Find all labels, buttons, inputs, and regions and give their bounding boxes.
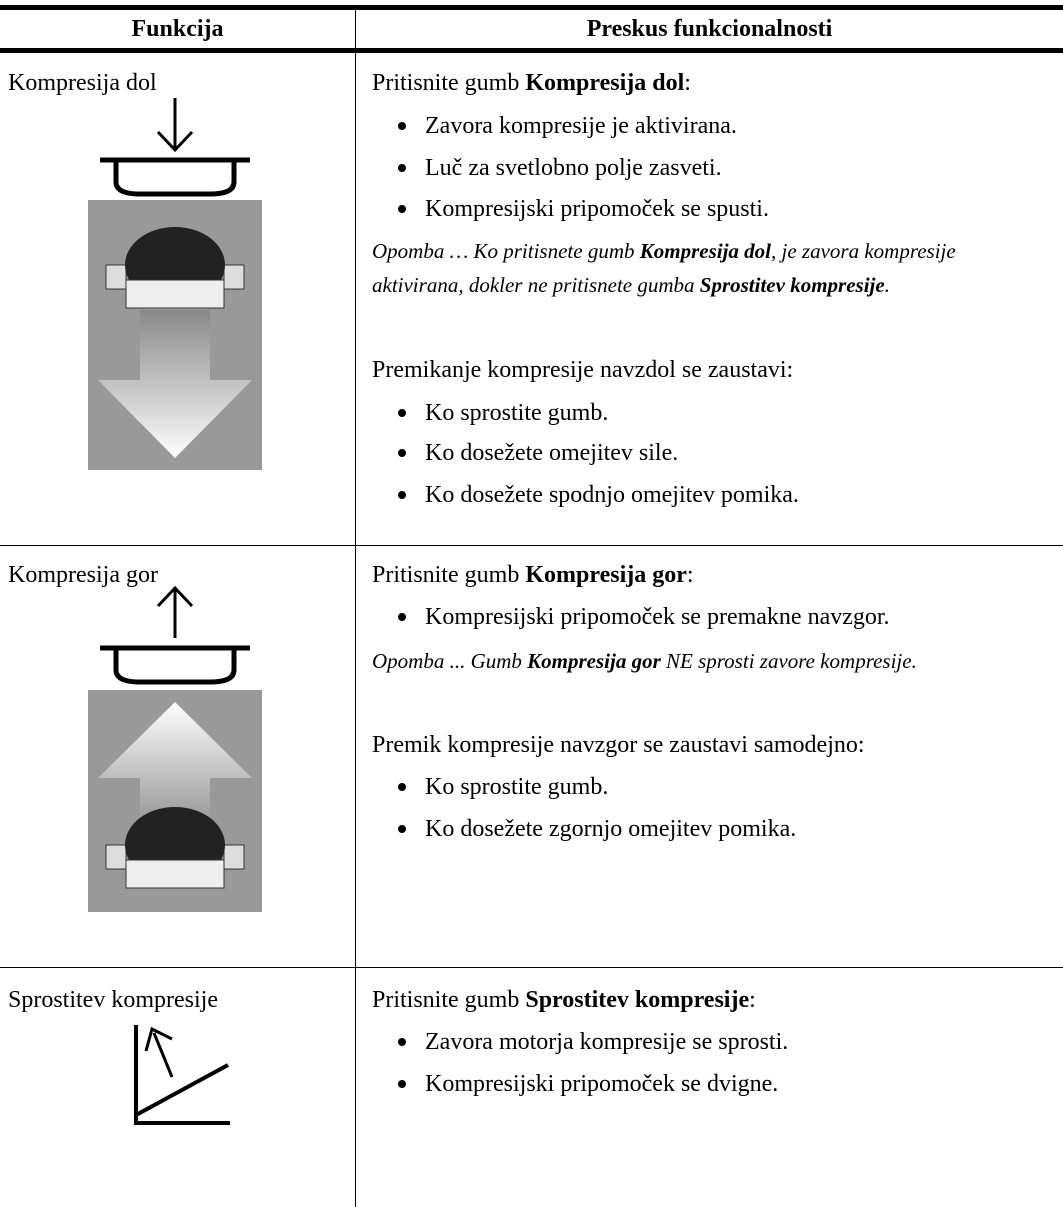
bullet — [398, 1038, 406, 1046]
text-segment: , je zavora kompresije aktivirana, dokle… — [372, 239, 956, 297]
text-segment: . — [884, 273, 890, 297]
function-name: Sprostitev kompresije — [8, 987, 218, 1013]
function-name: Kompresija gor — [8, 562, 158, 588]
icon — [134, 1025, 230, 1125]
bullet-text: Zavora motorja kompresije se sprosti. — [425, 1029, 789, 1055]
bullet-text: Zavora kompresije je aktivirana. — [425, 113, 737, 139]
stop-text: Premikanje kompresije navzdol se zaustav… — [372, 357, 794, 383]
bullet-text: Ko dosežete zgornjo omejitev pomika. — [425, 816, 797, 842]
note: Opomba ... Gumb Kompresija gor NE sprost… — [372, 644, 1052, 678]
bullet — [398, 783, 406, 791]
bullet — [398, 164, 406, 172]
bullet-text: Ko sprostite gumb. — [425, 774, 609, 800]
text-segment: Pritisnite gumb — [372, 562, 526, 588]
bullet-text: Ko sprostite gumb. — [425, 400, 609, 426]
text-segment: Opomba … Ko pritisnete gumb — [372, 239, 640, 263]
instruction: Pritisnite gumb Kompresija gor: — [372, 560, 694, 590]
bullet — [398, 449, 406, 457]
header-cell: Funkcija — [131, 16, 224, 42]
bullet — [398, 825, 406, 833]
bullet-text: Kompresijski pripomoček se spusti. — [425, 196, 769, 222]
top-rule — [0, 5, 1063, 10]
text-segment: : — [684, 70, 691, 96]
bullet — [398, 122, 406, 130]
text-segment: Kompresija dol — [639, 239, 772, 263]
note: Opomba … Ko pritisnete gumb Kompresija d… — [372, 234, 1052, 302]
text-segment: Kompresija gor — [525, 562, 687, 588]
bullet — [398, 205, 406, 213]
icon — [88, 98, 262, 470]
bullet-text: Kompresijski pripomoček se dvigne. — [425, 1071, 779, 1097]
text-segment: Sprostitev kompresije — [525, 987, 750, 1013]
icon — [88, 585, 262, 912]
instruction: Pritisnite gumb Sprostitev kompresije: — [372, 985, 756, 1015]
bullet — [398, 409, 406, 417]
text-segment: Pritisnite gumb — [372, 987, 526, 1013]
header-cell: Preskus funkcionalnosti — [586, 16, 833, 42]
text-segment: : — [749, 987, 756, 1013]
text-segment: Pritisnite gumb — [372, 70, 526, 96]
bullet-text: Ko dosežete omejitev sile. — [425, 440, 679, 466]
stop-text: Premik kompresije navzgor se zaustavi sa… — [372, 732, 865, 758]
text-segment: Sprostitev kompresije — [699, 273, 885, 297]
bullet-text: Kompresijski pripomoček se premakne navz… — [425, 604, 890, 630]
text-segment: Opomba ... Gumb — [372, 649, 528, 673]
text-segment: NE sprosti zavore kompresije. — [660, 649, 917, 673]
instruction: Pritisnite gumb Kompresija dol: — [372, 68, 691, 98]
column-rule — [355, 10, 356, 1207]
row-rule — [0, 967, 1063, 968]
bullet — [398, 613, 406, 621]
header-rule — [0, 48, 1063, 53]
function-name: Kompresija dol — [8, 70, 157, 96]
text-segment: : — [686, 562, 694, 588]
bullet-text: Luč za svetlobno polje zasveti. — [425, 155, 722, 181]
text-segment: Kompresija gor — [527, 649, 661, 673]
row-rule — [0, 545, 1063, 546]
bullet-text: Ko dosežete spodnjo omejitev pomika. — [425, 482, 799, 508]
text-segment: Kompresija dol — [525, 70, 685, 96]
bullet — [398, 1080, 406, 1088]
bullet — [398, 491, 406, 499]
